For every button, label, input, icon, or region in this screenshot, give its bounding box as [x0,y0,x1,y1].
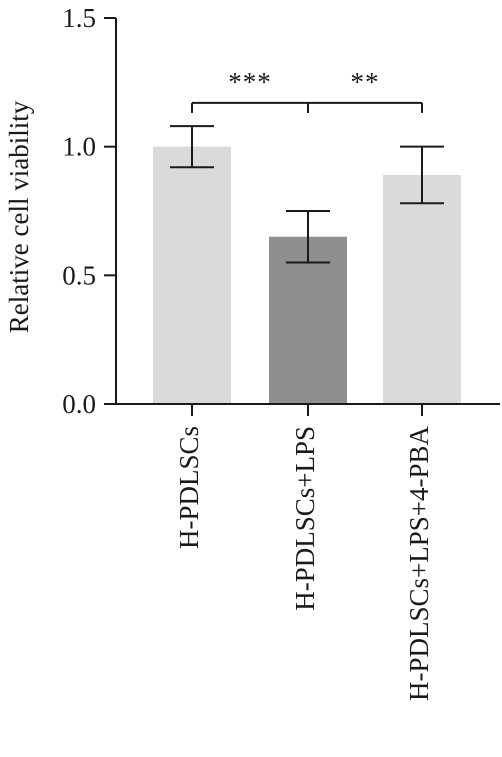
y-tick-label-2: 0.5 [62,260,96,290]
y-tick-label-3: 1.0 [62,132,96,162]
x-ticks-group: H-PDLSCs H-PDLSCs+LPS H-PDLSCs+LPS+4-PBA [174,404,434,701]
bars-group [153,146,461,404]
x-category-label-2: H-PDLSCs+LPS [290,426,320,611]
bar-3 [383,174,461,404]
y-tick-label-1: 0.0 [62,389,96,419]
bar-2 [269,236,347,404]
y-axis-label: Relative cell viability [4,100,34,333]
significance-label-1: *** [228,67,272,97]
y-tick-label-4: 1.5 [62,3,96,33]
x-category-label-1: H-PDLSCs [174,426,204,549]
y-ticks-group: 0.0 0.5 1.0 1.5 [62,3,116,419]
bar-1 [153,146,231,404]
significance-group: *** ** [191,67,423,113]
error-bars-group [170,125,444,264]
significance-label-2: ** [351,67,380,97]
x-category-label-3: H-PDLSCs+LPS+4-PBA [404,426,434,702]
